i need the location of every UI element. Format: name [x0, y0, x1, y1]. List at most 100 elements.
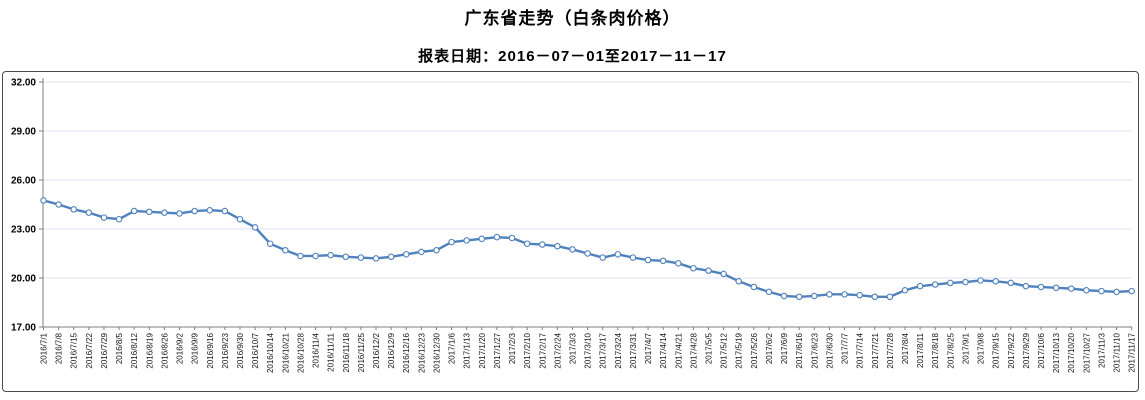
- data-point-marker: [463, 237, 470, 244]
- x-axis-label: 2017/7/21: [871, 332, 880, 368]
- data-point-marker: [629, 254, 637, 261]
- data-point-marker: [266, 240, 274, 247]
- data-point-marker: [690, 264, 697, 272]
- x-axis-label: 2016/11/4: [312, 332, 321, 368]
- data-point-marker: [85, 209, 93, 216]
- x-axis-label: 2017/11/3: [1097, 332, 1106, 368]
- data-point-marker: [282, 246, 289, 254]
- data-point-marker: [901, 287, 909, 294]
- x-axis-label: 2016/10/7: [251, 332, 260, 368]
- x-axis-label: 2017/1/13: [463, 332, 472, 368]
- y-axis-label: 20.00: [11, 274, 36, 285]
- x-axis-label: 2017/4/21: [674, 332, 683, 368]
- x-axis-label: 2017/6/2: [765, 332, 774, 364]
- data-point-marker: [992, 278, 999, 285]
- x-axis-label: 2017/6/16: [795, 332, 804, 368]
- x-axis-label: 2016/11/11: [327, 332, 336, 371]
- data-point-marker: [675, 260, 682, 267]
- x-axis-label: 2016/9/30: [236, 332, 245, 368]
- data-point-marker: [795, 293, 803, 301]
- data-point-marker: [523, 240, 531, 247]
- y-axis-label: 32.00: [11, 78, 36, 89]
- data-point-marker: [387, 253, 395, 261]
- x-axis-label: 2017/1/20: [478, 332, 487, 368]
- x-axis-label: 2016/11/18: [342, 332, 351, 372]
- data-point-marker: [1113, 288, 1120, 296]
- data-point-marker: [962, 278, 969, 286]
- x-axis-label: 2017/6/9: [780, 332, 789, 364]
- data-point-marker: [947, 279, 954, 287]
- x-axis-label: 2017/7/14: [856, 332, 865, 368]
- x-axis-label: 2017/8/4: [901, 332, 910, 364]
- data-point-marker: [342, 253, 350, 261]
- chart-container: 17.00 20.00 23.00 26.00 29.00 32.00 2016/7/1 20…: [2, 71, 1139, 392]
- x-axis-label: 2016/8/19: [145, 332, 154, 368]
- x-axis-label: 2016/9/9: [191, 332, 200, 364]
- data-point-marker: [297, 252, 304, 260]
- line-chart: 17.00 20.00 23.00 26.00 29.00 32.00 2016/7/1 20…: [11, 78, 1137, 374]
- x-axis-label: 2017/7/28: [886, 332, 895, 368]
- x-axis-label: 2016/9/2: [176, 332, 185, 364]
- x-axis-label: 2017/10/6: [1037, 332, 1046, 368]
- x-axis-label: 2017/11/17: [1128, 332, 1137, 372]
- data-point-marker: [221, 207, 229, 215]
- x-axis-label: 2016/7/22: [85, 332, 94, 368]
- x-axis-label: 2017/9/29: [1022, 332, 1031, 368]
- data-point-marker: [1007, 279, 1015, 287]
- x-axis-label: 2017/8/18: [931, 332, 940, 368]
- data-point-marker: [327, 251, 334, 259]
- x-axis-label: 2017/1/27: [493, 332, 502, 368]
- x-axis-label: 2017/4/14: [659, 332, 668, 368]
- x-axis-label: 2016/11/25: [357, 332, 366, 372]
- x-axis-label: 2017/9/8: [977, 332, 986, 364]
- x-axis-label: 2017/3/10: [584, 332, 593, 368]
- y-axis-label: 29.00: [11, 127, 36, 138]
- data-point-marker: [146, 208, 153, 216]
- data-point-marker: [886, 293, 894, 301]
- data-point-marker: [1098, 287, 1105, 295]
- data-point-marker: [312, 252, 319, 260]
- x-axis-label: 2016/8/5: [115, 332, 124, 364]
- x-axis-label: 2017/1/6: [448, 332, 457, 364]
- x-axis-label: 2016/7/15: [70, 332, 79, 368]
- x-axis-label: 2017/5/26: [750, 332, 759, 368]
- x-axis-label: 2016/12/30: [432, 332, 441, 373]
- data-point-marker: [251, 224, 259, 231]
- data-point-marker: [705, 267, 712, 274]
- data-point-marker: [55, 201, 62, 208]
- data-point-marker: [1128, 287, 1135, 295]
- data-point-marker: [236, 215, 244, 223]
- data-point-marker: [856, 291, 863, 299]
- data-point-marker: [418, 248, 425, 256]
- data-point-marker: [70, 206, 77, 213]
- data-point-marker: [130, 207, 138, 215]
- x-axis-label: 2017/5/5: [705, 332, 714, 364]
- data-point-marker: [750, 283, 758, 291]
- data-point-marker: [554, 242, 561, 250]
- x-axis-label: 2017/3/24: [614, 332, 623, 368]
- data-point-marker: [569, 246, 576, 253]
- x-axis-label: 2017/10/27: [1082, 332, 1091, 373]
- y-axis-label: 23.00: [11, 225, 36, 236]
- data-point-marker: [508, 234, 516, 242]
- data-point-marker: [176, 210, 183, 217]
- x-axis-label: 2016/8/12: [130, 332, 139, 368]
- data-point-marker: [765, 288, 773, 296]
- data-point-marker: [735, 278, 742, 285]
- data-point-marker: [1067, 285, 1075, 292]
- x-axis-label: 2016/9/16: [206, 332, 215, 368]
- y-axis-label: 17.00: [11, 323, 36, 334]
- x-axis-label: 2017/4/7: [644, 332, 653, 364]
- data-point-marker: [448, 238, 455, 246]
- x-axis-label: 2017/4/28: [689, 332, 698, 368]
- x-axis-label: 2017/3/3: [568, 332, 577, 364]
- data-point-marker: [659, 257, 667, 265]
- data-point-marker: [977, 277, 984, 284]
- x-axis-label: 2017/5/12: [720, 332, 729, 368]
- x-axis-label: 2017/9/15: [992, 332, 1001, 368]
- x-axis-label: 2017/9/22: [1007, 332, 1016, 368]
- data-point-marker: [720, 270, 727, 278]
- data-point-marker: [40, 197, 47, 204]
- data-point-marker: [811, 292, 818, 300]
